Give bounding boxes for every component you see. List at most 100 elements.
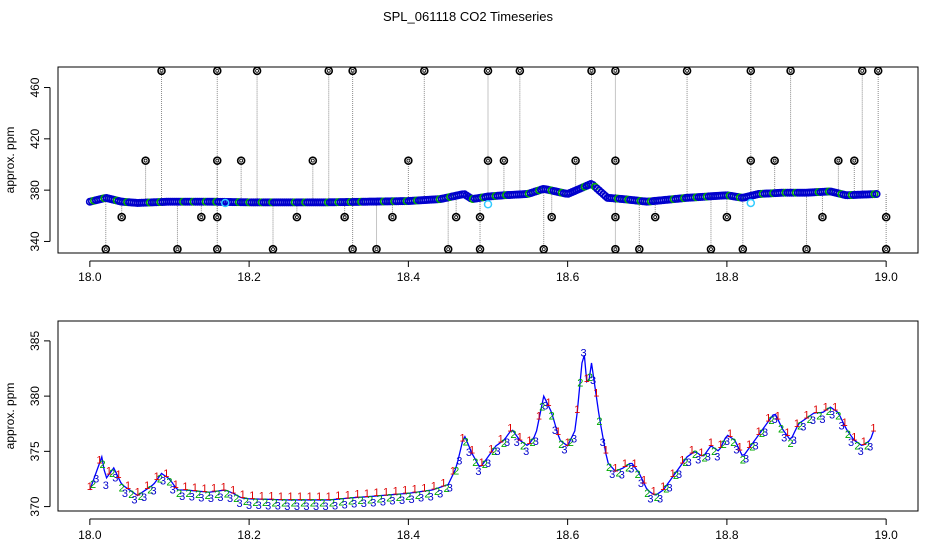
spike-point xyxy=(157,66,166,76)
series-marker-1: 1 xyxy=(765,413,771,425)
series-marker-3: 3 xyxy=(657,493,663,505)
series-marker-1: 1 xyxy=(813,404,819,416)
series-marker-2: 2 xyxy=(434,486,440,498)
series-marker-1: 1 xyxy=(794,418,800,430)
series-marker-2: 2 xyxy=(338,497,344,509)
spike-point-inner xyxy=(342,215,347,219)
spike-point xyxy=(634,244,644,254)
spike-point-inner xyxy=(748,68,753,73)
plot-frame xyxy=(57,320,919,512)
series-marker-2: 2 xyxy=(807,414,813,426)
series-marker-1: 1 xyxy=(221,481,227,493)
series-marker-1: 1 xyxy=(135,487,141,499)
series-marker-3: 3 xyxy=(800,421,806,433)
series-marker-2: 2 xyxy=(596,416,602,428)
series-marker-3: 3 xyxy=(791,435,797,447)
series-marker-3: 3 xyxy=(361,498,367,510)
series-marker-1: 1 xyxy=(708,437,714,449)
series-marker-1: 1 xyxy=(565,437,571,449)
series-marker-1: 1 xyxy=(249,490,255,502)
spike-point-inner xyxy=(310,158,315,163)
spike-point xyxy=(252,66,262,76)
spike-point xyxy=(834,156,843,165)
series-marker-1: 1 xyxy=(287,491,293,503)
series-line xyxy=(89,355,875,501)
series-marker-2: 2 xyxy=(147,484,153,496)
series-marker-3: 3 xyxy=(265,500,271,512)
spike-point-inner xyxy=(573,158,578,163)
series-marker-2: 2 xyxy=(568,437,574,449)
series-marker-1: 1 xyxy=(421,482,427,494)
series-marker-1: 1 xyxy=(832,402,838,414)
spike-point xyxy=(236,156,246,165)
x-tick-label: 18.4 xyxy=(397,270,421,284)
x-tick-label: 18.2 xyxy=(237,528,261,540)
spike-point xyxy=(547,212,557,222)
series-marker-3: 3 xyxy=(848,437,854,449)
spike-point-inner xyxy=(239,158,244,163)
spike-point-inner xyxy=(852,158,857,163)
spike-point-inner xyxy=(748,158,753,163)
series-marker-3: 3 xyxy=(619,470,625,482)
spike-point xyxy=(818,212,827,222)
series-marker-1: 1 xyxy=(631,458,637,470)
series-marker-3: 3 xyxy=(447,482,453,494)
spike-point-inner xyxy=(637,247,642,252)
series-marker-1: 1 xyxy=(373,487,379,499)
flagged-point xyxy=(483,200,493,209)
series-marker-2: 2 xyxy=(166,477,172,489)
series-marker-2: 2 xyxy=(625,462,631,474)
series-marker-2: 2 xyxy=(845,429,851,441)
series-marker-3: 3 xyxy=(189,492,195,504)
series-marker-3: 3 xyxy=(580,347,586,359)
spike-point xyxy=(746,156,756,165)
series-marker-2: 2 xyxy=(262,497,268,509)
series-marker-2: 2 xyxy=(205,490,211,502)
bottom-panel: 18.0 18.2 18.4 18.6 18.8 19.0 370 375 380 385 appr… xyxy=(3,320,919,540)
spike-point xyxy=(849,156,859,165)
series-marker-1: 1 xyxy=(698,447,704,459)
spike-point-inner xyxy=(350,68,355,73)
series-marker-2: 2 xyxy=(329,497,335,509)
series-marker-1: 1 xyxy=(784,427,790,439)
spike-point xyxy=(499,156,509,165)
spike-point xyxy=(873,66,883,76)
spike-point-inner xyxy=(709,247,713,252)
series-marker-3: 3 xyxy=(370,497,376,509)
series-marker-1: 1 xyxy=(737,441,743,453)
series-marker-2: 2 xyxy=(119,482,125,494)
series-marker-3: 3 xyxy=(705,451,711,463)
series-marker-3: 3 xyxy=(313,501,319,513)
spike-point-inner xyxy=(613,68,618,73)
series-marker-2: 2 xyxy=(100,459,106,471)
series-marker-3: 3 xyxy=(284,501,290,513)
spike-point-inner xyxy=(836,158,841,163)
x-tick-label: 19.0 xyxy=(874,528,898,540)
spike-point-inner xyxy=(175,247,180,252)
x-tick-label: 18.0 xyxy=(78,270,102,284)
series-marker-3: 3 xyxy=(686,457,692,469)
series-marker-3: 3 xyxy=(867,441,873,453)
spike-point xyxy=(443,244,453,254)
spike-point xyxy=(212,212,222,222)
series-marker-1: 1 xyxy=(870,423,876,435)
series-marker-2: 2 xyxy=(826,406,832,418)
series-marker-3: 3 xyxy=(838,420,844,432)
series-marker-2: 2 xyxy=(854,440,860,452)
spike-point xyxy=(786,66,795,76)
series-marker-1: 1 xyxy=(354,489,360,501)
series-marker-2: 2 xyxy=(472,457,478,469)
series-marker-3: 3 xyxy=(198,493,204,505)
series-marker-3: 3 xyxy=(351,499,357,511)
series-marker-3: 3 xyxy=(475,466,481,478)
series-marker-1: 1 xyxy=(211,483,217,495)
series-marker-3: 3 xyxy=(542,401,548,413)
series-marker-3: 3 xyxy=(609,469,615,481)
spike-point xyxy=(348,66,357,76)
series-marker-1: 1 xyxy=(278,491,284,503)
spike-point xyxy=(587,66,596,76)
series-marker-1: 1 xyxy=(746,439,752,451)
series-marker-2: 2 xyxy=(128,489,134,501)
series-marker-3: 3 xyxy=(829,409,835,421)
spike-point xyxy=(101,244,111,254)
